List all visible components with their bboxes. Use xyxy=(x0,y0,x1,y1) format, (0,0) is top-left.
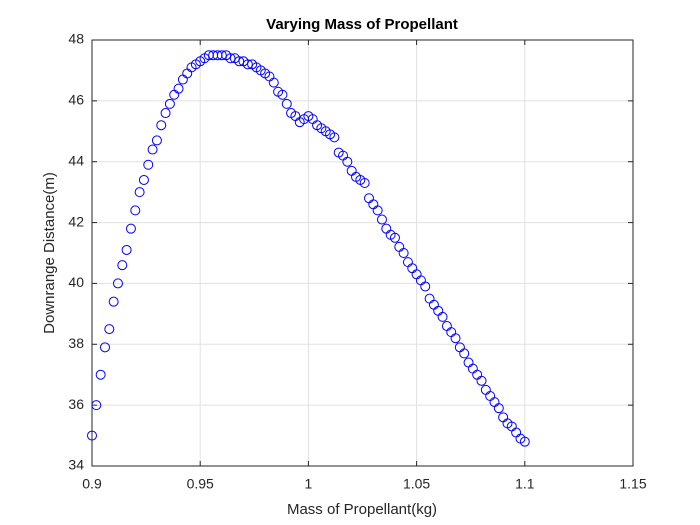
point xyxy=(87,430,97,441)
point xyxy=(125,223,136,234)
x-tick-label: 0.95 xyxy=(187,476,214,492)
point xyxy=(104,324,115,335)
x-tick-label: 1.1 xyxy=(515,476,535,492)
point xyxy=(242,59,253,70)
point xyxy=(342,156,353,167)
point xyxy=(359,178,370,189)
point xyxy=(156,120,167,131)
point xyxy=(459,348,470,359)
y-tick-label: 40 xyxy=(68,274,84,290)
y-tick-label: 46 xyxy=(68,92,84,108)
point xyxy=(277,89,288,100)
point xyxy=(117,260,128,271)
point xyxy=(420,281,431,292)
point xyxy=(329,132,340,143)
x-axis-label: Mass of Propellant(kg) xyxy=(287,501,437,518)
y-tick-label: 36 xyxy=(68,396,84,412)
y-tick-label: 38 xyxy=(68,335,84,351)
y-tick-label: 34 xyxy=(68,457,84,473)
plot-frame xyxy=(91,39,634,467)
point xyxy=(134,187,145,198)
point xyxy=(108,296,119,307)
y-axis-label: Downrange Distance(m) xyxy=(41,172,58,334)
point xyxy=(121,244,132,255)
point xyxy=(91,400,102,411)
point xyxy=(376,214,387,225)
point xyxy=(95,369,106,380)
chart-title: Varying Mass of Propellant xyxy=(266,16,458,33)
point xyxy=(225,53,236,64)
point xyxy=(173,83,184,94)
x-tick-label: 1.05 xyxy=(403,476,430,492)
y-tick-label: 44 xyxy=(68,152,84,168)
point xyxy=(112,278,123,289)
point xyxy=(147,144,158,155)
point xyxy=(372,205,383,216)
x-tick-label: 0.9 xyxy=(82,476,102,492)
y-tick-label: 48 xyxy=(68,31,84,47)
x-tick-label: 1.15 xyxy=(619,476,646,492)
point xyxy=(476,375,487,386)
point xyxy=(389,232,400,243)
point xyxy=(143,159,154,170)
point xyxy=(450,333,461,344)
x-tick-label: 1 xyxy=(305,476,313,492)
point xyxy=(164,98,175,109)
point xyxy=(234,56,245,67)
point xyxy=(398,248,409,258)
point xyxy=(160,108,171,119)
point xyxy=(519,436,530,447)
point xyxy=(268,77,279,88)
point xyxy=(281,98,292,109)
point xyxy=(493,403,504,414)
point xyxy=(437,311,448,322)
point xyxy=(130,205,141,216)
point xyxy=(151,135,162,146)
point xyxy=(99,342,110,353)
point xyxy=(216,50,227,61)
y-tick-label: 42 xyxy=(68,213,84,229)
point xyxy=(138,174,149,185)
